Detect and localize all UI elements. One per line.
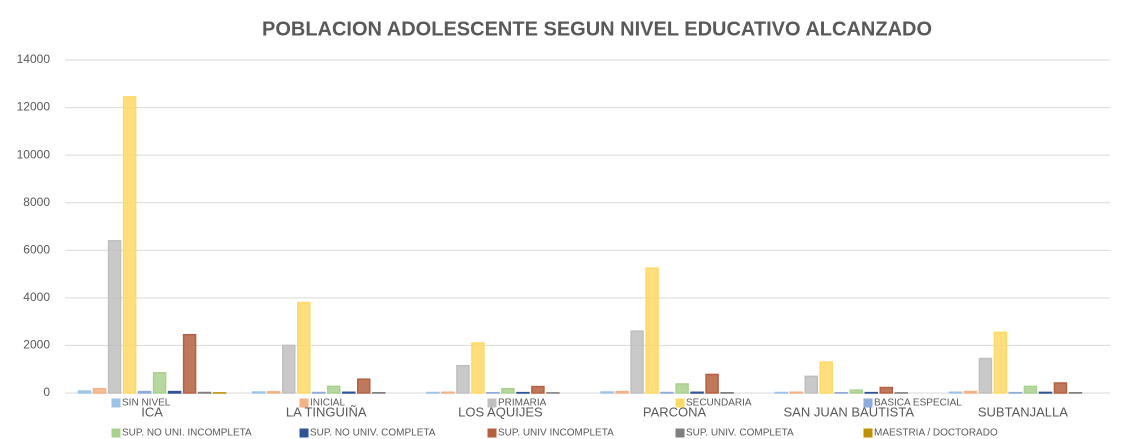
legend-label: SECUNDARIA bbox=[686, 398, 752, 409]
bar bbox=[471, 342, 485, 394]
x-tick-label: LA TINGUIÑA bbox=[286, 404, 367, 419]
bar bbox=[357, 378, 371, 394]
bar bbox=[182, 333, 197, 394]
bar bbox=[879, 386, 893, 394]
y-tick-label: 2000 bbox=[23, 338, 50, 352]
bar bbox=[690, 391, 704, 394]
bar bbox=[963, 390, 978, 394]
bar bbox=[993, 331, 1008, 394]
bar bbox=[77, 390, 92, 394]
bar bbox=[1053, 382, 1068, 394]
y-tick-label: 8000 bbox=[23, 195, 50, 209]
legend-label: SIN NIVEL bbox=[122, 398, 171, 409]
bar bbox=[819, 361, 833, 394]
bar bbox=[342, 391, 356, 394]
legend-label: INICIAL bbox=[310, 398, 345, 409]
y-tick-label: 4000 bbox=[23, 290, 50, 304]
bar bbox=[137, 390, 152, 394]
bar bbox=[122, 96, 137, 394]
legend-swatch bbox=[675, 428, 685, 438]
bar bbox=[107, 240, 122, 394]
bar bbox=[615, 390, 629, 394]
legend-swatch bbox=[487, 428, 497, 438]
x-tick-label: PARCONA bbox=[643, 404, 707, 419]
legend-swatch bbox=[111, 398, 121, 408]
legend-label: SUP. UNIV. COMPLETA bbox=[686, 428, 794, 439]
legend-swatch bbox=[863, 398, 873, 408]
legend-swatch bbox=[487, 398, 497, 408]
bar bbox=[267, 391, 281, 394]
bar bbox=[789, 391, 803, 394]
bar bbox=[849, 389, 863, 394]
y-tick-label: 10000 bbox=[17, 147, 51, 161]
bar bbox=[501, 387, 515, 394]
legend-swatch bbox=[299, 398, 309, 408]
legend-label: SUP. NO UNIV. COMPLETA bbox=[310, 428, 436, 439]
bar bbox=[92, 387, 107, 394]
legend-label: PRIMARIA bbox=[498, 398, 547, 409]
legend-swatch bbox=[299, 428, 309, 438]
x-tick-label: SAN JUAN BAUTISTA bbox=[783, 404, 914, 419]
legend-label: SUP. NO UNI. INCOMPLETA bbox=[122, 428, 252, 439]
bar bbox=[531, 385, 545, 394]
x-tick-label: LOS AQUIJES bbox=[458, 404, 543, 419]
bar bbox=[327, 385, 341, 394]
bar bbox=[441, 391, 455, 394]
bar bbox=[297, 301, 311, 394]
y-tick-label: 0 bbox=[43, 385, 50, 399]
x-tick-label: ICA bbox=[141, 404, 163, 419]
bar bbox=[282, 344, 296, 394]
bar bbox=[252, 391, 266, 394]
y-tick-label: 6000 bbox=[23, 242, 50, 256]
bar bbox=[948, 391, 963, 394]
bar bbox=[705, 373, 719, 394]
bar bbox=[152, 372, 167, 394]
legend-label: SUP. UNIV INCOMPLETA bbox=[498, 428, 614, 439]
legend-label: BASICA ESPECIAL bbox=[874, 398, 962, 409]
bar bbox=[804, 375, 818, 394]
bar bbox=[1038, 391, 1053, 394]
bar bbox=[978, 357, 993, 394]
chart-title: POBLACION ADOLESCENTE SEGUN NIVEL EDUCAT… bbox=[262, 18, 932, 40]
bar bbox=[600, 391, 614, 394]
x-tick-label: SUBTANJALLA bbox=[978, 404, 1068, 419]
bar bbox=[630, 330, 644, 394]
legend-swatch bbox=[863, 428, 873, 438]
bar bbox=[167, 390, 182, 394]
legend-swatch bbox=[111, 428, 121, 438]
bar bbox=[456, 364, 470, 394]
bar bbox=[675, 383, 689, 394]
legend-label: MAESTRIA / DOCTORADO bbox=[874, 428, 998, 439]
legend-swatch bbox=[675, 398, 685, 408]
y-tick-label: 14000 bbox=[17, 52, 51, 66]
bar bbox=[645, 267, 659, 394]
y-tick-label: 12000 bbox=[17, 100, 51, 114]
bar bbox=[1023, 385, 1038, 394]
